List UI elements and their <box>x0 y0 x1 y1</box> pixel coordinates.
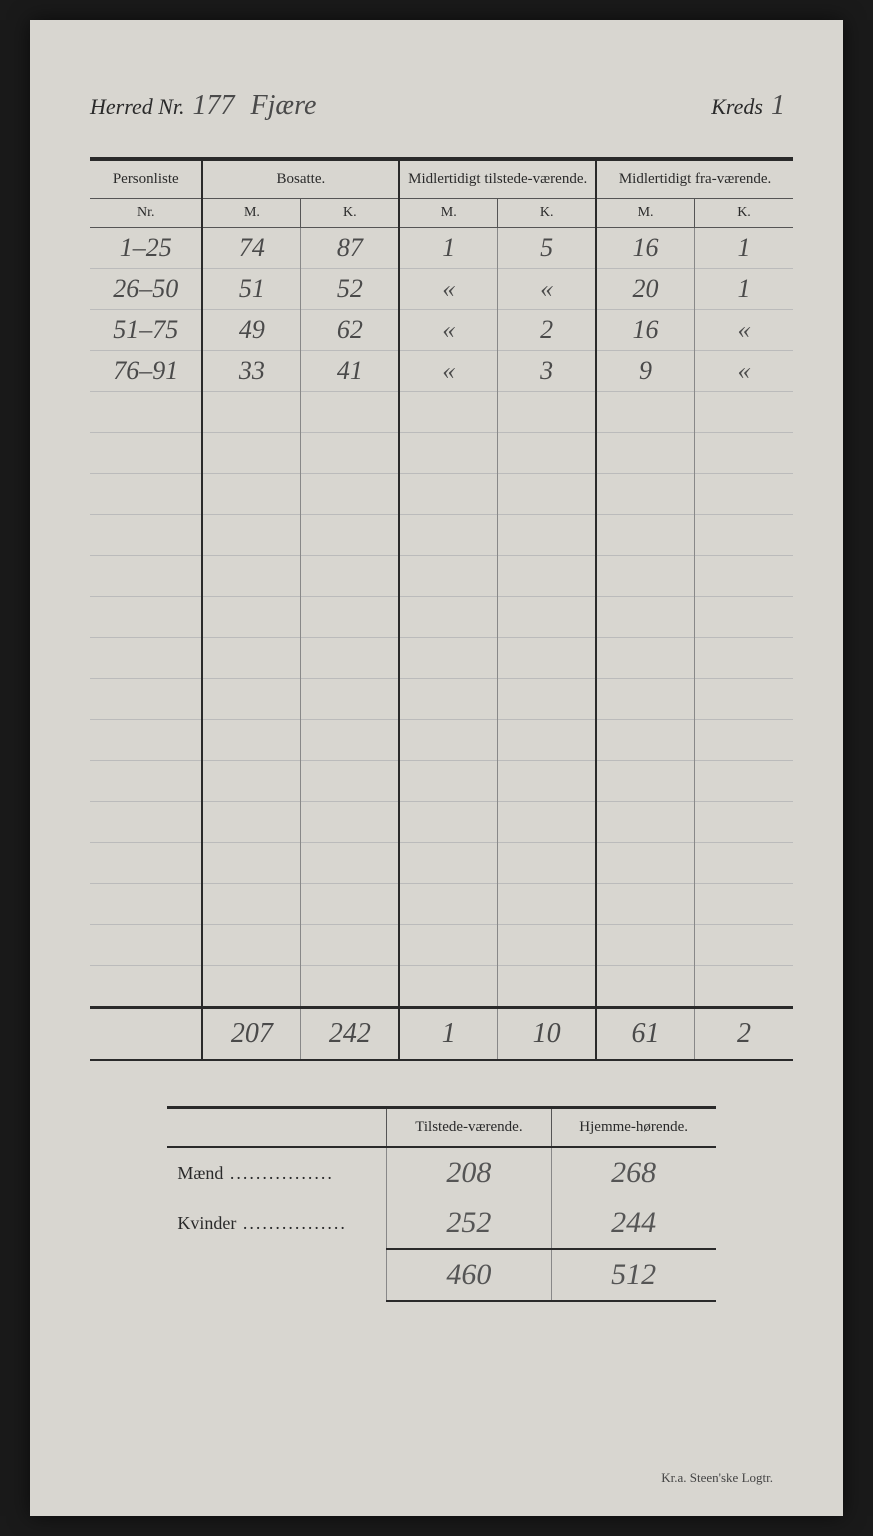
table-row-empty <box>90 433 793 474</box>
col-hjemme: Hjemme-hørende. <box>551 1108 716 1148</box>
table-row-empty <box>90 474 793 515</box>
col-tilstede-m: M. <box>399 199 497 228</box>
table-row: 1–25748715161 <box>90 228 793 269</box>
summary-row-label: Kvinder <box>177 1213 346 1233</box>
table-row-empty <box>90 802 793 843</box>
cell: 1 <box>695 269 794 310</box>
summary-table: Tilstede-værende. Hjemme-hørende. Mænd 20… <box>167 1106 715 1302</box>
table-row-empty <box>90 843 793 884</box>
table-row-empty <box>90 761 793 802</box>
col-fra-k: K. <box>695 199 794 228</box>
table-row-empty <box>90 925 793 966</box>
cell: « <box>399 351 497 392</box>
summary-cell: 268 <box>551 1147 716 1198</box>
cell: 26–50 <box>90 269 202 310</box>
summary-total-hjemme: 512 <box>551 1249 716 1301</box>
table-row-empty <box>90 884 793 925</box>
cell: 49 <box>202 310 300 351</box>
summary-row: Kvinder 252244 <box>167 1198 715 1249</box>
cell: 1 <box>399 228 497 269</box>
col-nr: Nr. <box>90 199 202 228</box>
main-table: Personliste Bosatte. Midlertidigt tilste… <box>90 157 793 1061</box>
cell: 52 <box>301 269 399 310</box>
summary-cell: 244 <box>551 1198 716 1249</box>
cell: 2 <box>498 310 596 351</box>
cell: « <box>695 310 794 351</box>
col-tilstede: Tilstede-værende. <box>387 1108 551 1148</box>
cell: 1–25 <box>90 228 202 269</box>
cell: 9 <box>596 351 694 392</box>
summary-cell: 208 <box>387 1147 551 1198</box>
col-midl-tilstede: Midlertidigt tilstede-værende. <box>399 159 596 199</box>
kreds-number: 1 <box>763 90 793 122</box>
cell: « <box>498 269 596 310</box>
table-row-empty <box>90 638 793 679</box>
table-row-empty <box>90 392 793 433</box>
table-row-empty <box>90 720 793 761</box>
total-fk: 2 <box>695 1008 794 1061</box>
cell: 33 <box>202 351 300 392</box>
cell: 74 <box>202 228 300 269</box>
cell: 51 <box>202 269 300 310</box>
summary-total-tilstede: 460 <box>387 1249 551 1301</box>
totals-row: 207 242 1 10 61 2 <box>90 1008 793 1061</box>
cell: 5 <box>498 228 596 269</box>
col-fra-m: M. <box>596 199 694 228</box>
table-row: 51–754962«216« <box>90 310 793 351</box>
cell: 76–91 <box>90 351 202 392</box>
col-tilstede-k: K. <box>498 199 596 228</box>
cell: 41 <box>301 351 399 392</box>
kreds-label: Kreds <box>711 94 763 120</box>
cell: « <box>695 351 794 392</box>
summary-cell: 252 <box>387 1198 551 1249</box>
document-page: Herred Nr. 177 Fjære Kreds 1 Personliste… <box>30 20 843 1516</box>
cell: 3 <box>498 351 596 392</box>
col-bosatte: Bosatte. <box>202 159 399 199</box>
herred-name: Fjære <box>243 90 325 122</box>
cell: « <box>399 310 497 351</box>
total-bm: 207 <box>202 1008 300 1061</box>
total-tk: 10 <box>498 1008 596 1061</box>
summary-row: Mænd 208268 <box>167 1147 715 1198</box>
table-row-empty <box>90 966 793 1008</box>
col-bosatte-m: M. <box>202 199 300 228</box>
col-midl-fra: Midlertidigt fra-værende. <box>596 159 793 199</box>
total-bk: 242 <box>301 1008 399 1061</box>
table-row: 26–505152««201 <box>90 269 793 310</box>
herred-label: Herred Nr. <box>90 94 185 120</box>
cell: « <box>399 269 497 310</box>
cell: 51–75 <box>90 310 202 351</box>
summary-totals-row: 460 512 <box>167 1249 715 1301</box>
col-personliste: Personliste <box>90 159 202 199</box>
cell: 16 <box>596 310 694 351</box>
table-row-empty <box>90 515 793 556</box>
cell: 16 <box>596 228 694 269</box>
col-bosatte-k: K. <box>301 199 399 228</box>
table-row-empty <box>90 679 793 720</box>
cell: 20 <box>596 269 694 310</box>
table-row-empty <box>90 597 793 638</box>
table-row: 76–913341«39« <box>90 351 793 392</box>
summary-row-label: Mænd <box>177 1163 334 1183</box>
cell: 87 <box>301 228 399 269</box>
cell: 1 <box>695 228 794 269</box>
cell: 62 <box>301 310 399 351</box>
header-line: Herred Nr. 177 Fjære Kreds 1 <box>90 90 793 122</box>
herred-number: 177 <box>185 90 243 122</box>
total-tm: 1 <box>399 1008 497 1061</box>
footer-print: Kr.a. Steen'ske Logtr. <box>661 1470 773 1486</box>
total-fm: 61 <box>596 1008 694 1061</box>
table-row-empty <box>90 556 793 597</box>
